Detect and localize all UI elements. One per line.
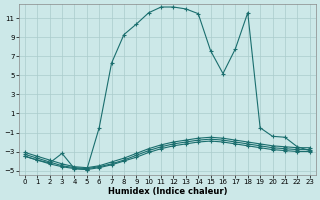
X-axis label: Humidex (Indice chaleur): Humidex (Indice chaleur) xyxy=(108,187,227,196)
